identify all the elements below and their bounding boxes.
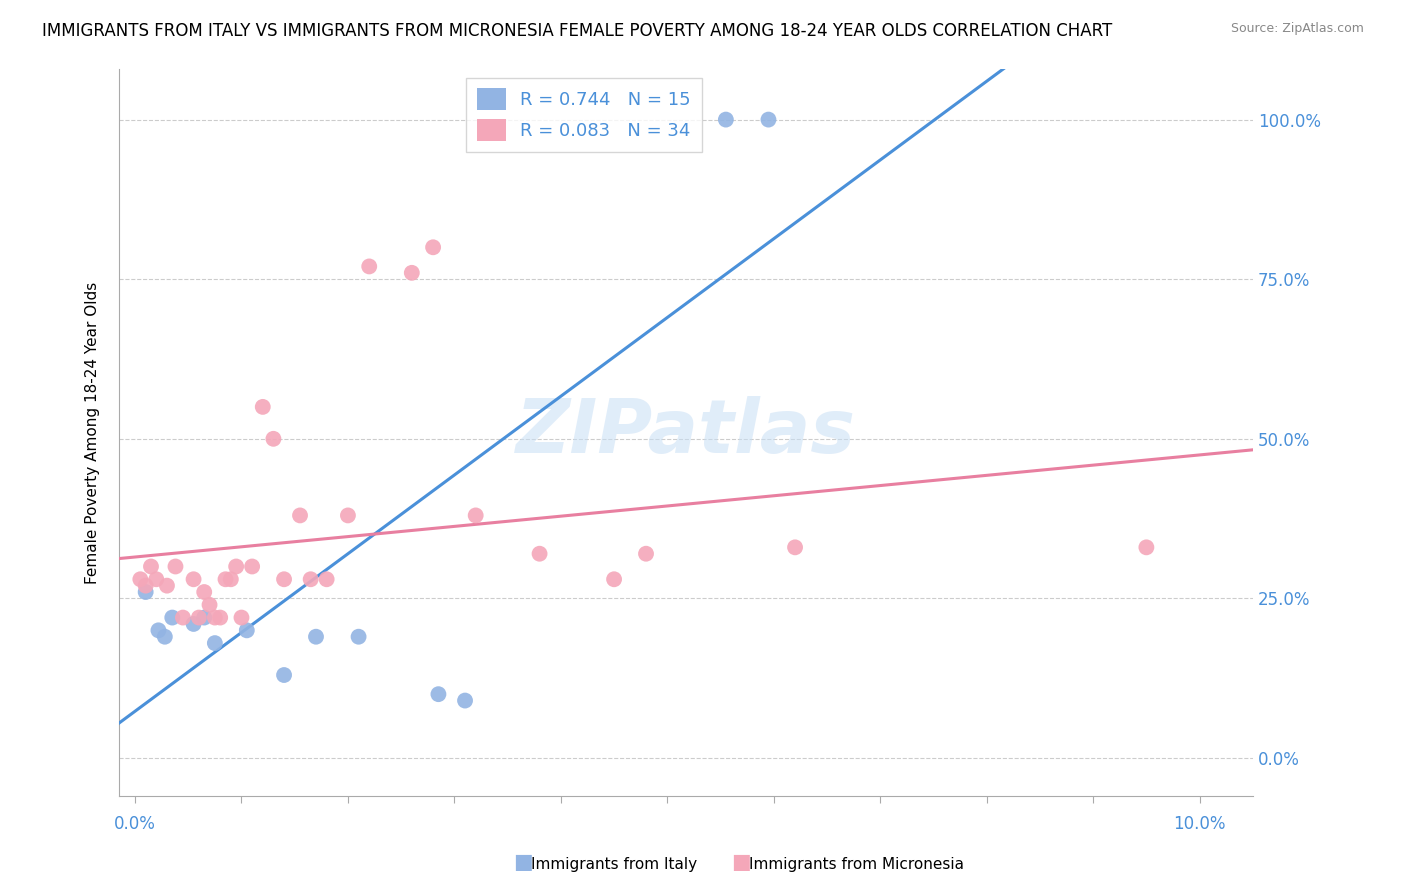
Point <box>225 559 247 574</box>
Legend: R = 0.744   N = 15, R = 0.083   N = 34: R = 0.744 N = 15, R = 0.083 N = 34 <box>467 78 702 153</box>
Point <box>135 579 157 593</box>
Point <box>204 636 226 650</box>
Point <box>305 630 328 644</box>
Point <box>758 112 780 127</box>
Text: 0.0%: 0.0% <box>114 815 156 833</box>
Point <box>359 260 381 274</box>
Point <box>422 240 444 254</box>
Text: ■: ■ <box>731 853 751 872</box>
Point <box>603 572 626 586</box>
Point <box>214 572 236 586</box>
Text: Immigrants from Italy: Immigrants from Italy <box>531 857 697 872</box>
Point <box>209 610 232 624</box>
Point <box>183 572 205 586</box>
Point <box>288 508 311 523</box>
Point <box>129 572 152 586</box>
Point <box>634 547 657 561</box>
Point <box>193 610 215 624</box>
Point <box>252 400 274 414</box>
Point <box>165 559 187 574</box>
Point <box>183 616 205 631</box>
Text: ■: ■ <box>513 853 533 872</box>
Point <box>198 598 221 612</box>
Point <box>273 668 295 682</box>
Point <box>347 630 370 644</box>
Point <box>145 572 167 586</box>
Point <box>714 112 737 127</box>
Y-axis label: Female Poverty Among 18-24 Year Olds: Female Poverty Among 18-24 Year Olds <box>86 281 100 583</box>
Text: 10.0%: 10.0% <box>1174 815 1226 833</box>
Point <box>427 687 450 701</box>
Point <box>240 559 263 574</box>
Point <box>454 693 477 707</box>
Point <box>315 572 337 586</box>
Text: Immigrants from Micronesia: Immigrants from Micronesia <box>749 857 965 872</box>
Point <box>187 610 209 624</box>
Point <box>273 572 295 586</box>
Point <box>172 610 194 624</box>
Text: IMMIGRANTS FROM ITALY VS IMMIGRANTS FROM MICRONESIA FEMALE POVERTY AMONG 18-24 Y: IMMIGRANTS FROM ITALY VS IMMIGRANTS FROM… <box>42 22 1112 40</box>
Point <box>236 624 259 638</box>
Point <box>299 572 322 586</box>
Point <box>529 547 551 561</box>
Point <box>153 630 176 644</box>
Point <box>464 508 486 523</box>
Point <box>148 624 170 638</box>
Point <box>204 610 226 624</box>
Text: Source: ZipAtlas.com: Source: ZipAtlas.com <box>1230 22 1364 36</box>
Text: ZIPatlas: ZIPatlas <box>516 396 856 469</box>
Point <box>401 266 423 280</box>
Point <box>231 610 253 624</box>
Point <box>336 508 359 523</box>
Point <box>783 541 806 555</box>
Point <box>156 579 179 593</box>
Point <box>1135 541 1157 555</box>
Point <box>135 585 157 599</box>
Point <box>162 610 184 624</box>
Point <box>219 572 242 586</box>
Point <box>262 432 284 446</box>
Point <box>139 559 162 574</box>
Point <box>193 585 215 599</box>
